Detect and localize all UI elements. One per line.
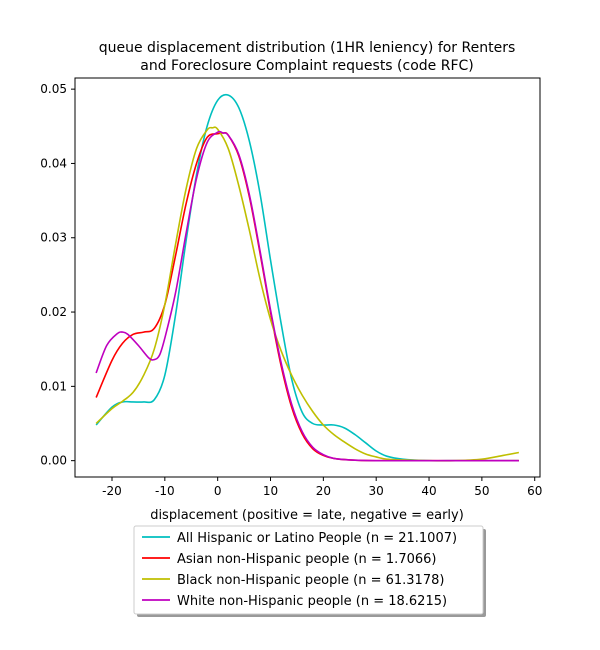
y-tick-label: 0.04 [40,156,67,170]
x-tick-label: 20 [316,484,331,498]
y-tick-label: 0.02 [40,305,67,319]
x-tick-label: 40 [421,484,436,498]
y-axis: 0.00 0.01 0.02 0.03 0.04 0.05 [40,82,75,468]
x-tick-label: -10 [155,484,175,498]
x-tick-label: 60 [527,484,542,498]
legend-label-3: Black non-Hispanic people (n = 61.3178) [177,573,444,588]
series-line-2 [95,131,519,462]
y-tick-label: 0.00 [40,454,67,468]
y-tick-label: 0.03 [40,231,67,245]
y-tick-label: 0.01 [40,379,67,393]
plot-frame [74,77,541,478]
legend-label-1: All Hispanic or Latino People (n = 21.10… [177,531,457,546]
y-tick-label: 0.05 [40,82,67,96]
series-layer [95,93,520,462]
x-axis-label: displacement (positive = late, negative … [150,508,464,523]
x-tick-label: 50 [474,484,489,498]
legend-label-4: White non-Hispanic people (n = 18.6215) [177,594,447,609]
legend-label-2: Asian non-Hispanic people (n = 1.7066) [177,552,436,567]
x-tick-label: 10 [263,484,278,498]
series-line-4 [95,130,519,462]
x-tick-label: 30 [369,484,384,498]
series-line-3 [95,126,520,462]
chart-title-line-2: and Foreclosure Complaint requests (code… [140,58,474,74]
plot-area [74,77,541,478]
legend: All Hispanic or Latino People (n = 21.10… [133,525,486,617]
x-axis: -20 -10 0 10 20 30 40 50 60 [102,477,542,498]
x-tick-label: 0 [214,484,222,498]
x-tick-label: -20 [102,484,122,498]
legend-box [133,525,484,615]
series-line-1 [95,93,519,462]
chart-title-line-1: queue displacement distribution (1HR len… [99,40,516,56]
